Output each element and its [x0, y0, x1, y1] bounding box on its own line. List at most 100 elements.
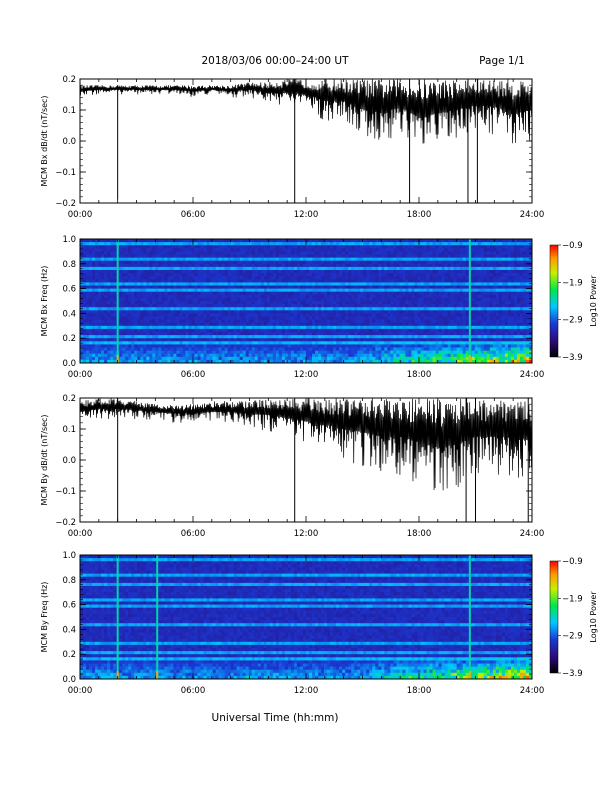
heat-cell [203, 291, 207, 296]
heat-cell [89, 266, 93, 271]
heat-cell [143, 251, 147, 255]
heat-cell [302, 328, 307, 333]
heat-cell [185, 276, 189, 280]
heat-cell [215, 288, 220, 293]
heat-cell [420, 245, 424, 249]
heat-cell [263, 347, 268, 351]
heat-cell [420, 338, 424, 342]
heat-cell [188, 291, 192, 296]
heat-cell [432, 266, 436, 271]
heat-cell [83, 347, 87, 351]
heat-cell [131, 270, 135, 274]
heat-cell [309, 350, 313, 355]
heat-cell [179, 276, 183, 280]
heat-cell [372, 288, 376, 293]
heat-cell [312, 288, 316, 293]
heat-cell [236, 313, 241, 317]
heat-cell [348, 341, 352, 345]
heat-cell [101, 294, 105, 299]
heat-cell [417, 353, 421, 358]
heat-cell [86, 322, 90, 327]
heat-cell [381, 266, 385, 271]
heat-cell [405, 359, 409, 364]
heat-cell [203, 242, 207, 246]
heat-cell [312, 260, 316, 265]
heat-cell [203, 276, 207, 280]
heat-cell [230, 335, 235, 339]
heat-cell [369, 353, 373, 358]
heat-cell [333, 239, 337, 243]
heat-cell [408, 260, 412, 265]
heat-cell [134, 260, 138, 265]
heat-cell [185, 328, 189, 333]
heat-cell [281, 260, 286, 265]
heat-cell [119, 322, 123, 327]
heat-cell [182, 276, 186, 280]
heat-cell [378, 294, 382, 299]
heat-cell [95, 260, 99, 265]
heat-cell [203, 273, 207, 277]
heat-cell [432, 239, 436, 243]
heat-cell [369, 266, 373, 271]
heat-cell [405, 254, 409, 258]
heat-cell [125, 242, 129, 246]
heat-cell [390, 276, 394, 280]
heat-cell [351, 282, 355, 286]
heat-cell [182, 301, 186, 305]
heat-cell [372, 239, 376, 243]
heat-cell [363, 285, 367, 289]
heat-cell [161, 353, 165, 358]
heat-cell [330, 353, 334, 358]
heat-cell [260, 344, 265, 348]
heat-cell [197, 266, 201, 271]
heat-cell [336, 319, 340, 324]
heat-cell [278, 332, 283, 336]
heat-cell [354, 332, 358, 336]
heat-cell [393, 282, 397, 286]
heat-cell [134, 248, 138, 252]
heat-cell [197, 310, 201, 314]
heat-cell [239, 248, 244, 252]
heat-cell [230, 273, 235, 277]
heat-cell [281, 242, 286, 246]
heat-cell [236, 353, 241, 358]
heat-cell [321, 288, 325, 293]
heat-cell [348, 285, 352, 289]
heat-cell [80, 304, 84, 308]
heat-cell [441, 307, 446, 311]
heat-cell [194, 297, 198, 302]
heat-cell [182, 350, 186, 355]
heat-cell [402, 328, 406, 333]
heat-cell [146, 260, 150, 265]
heat-cell [164, 248, 168, 252]
heat-cell [348, 304, 352, 308]
heat-cell [266, 328, 271, 333]
heat-cell [426, 260, 430, 265]
heat-cell [405, 294, 409, 299]
heat-cell [239, 260, 244, 265]
heat-cell [296, 332, 301, 336]
heat-cell [381, 279, 385, 283]
heat-cell [420, 242, 424, 246]
heat-cell [408, 316, 412, 320]
heat-cell [363, 325, 367, 330]
heat-cell [375, 257, 379, 262]
heat-cell [248, 332, 253, 336]
heat-cell [119, 328, 123, 333]
heat-cell [227, 307, 232, 311]
heat-cell [110, 282, 114, 286]
heat-cell [324, 341, 328, 345]
heat-cell [396, 285, 400, 289]
heat-cell [444, 270, 449, 274]
heat-cell [312, 276, 316, 280]
heat-cell [194, 322, 198, 327]
heat-cell [173, 325, 177, 330]
heat-cell [152, 254, 156, 258]
heat-cell [429, 344, 433, 348]
heat-cell [206, 291, 210, 296]
heat-cell [269, 344, 274, 348]
heat-cell [233, 266, 238, 271]
heat-cell [176, 359, 180, 364]
heat-cell [173, 294, 177, 299]
heat-cell [104, 266, 108, 271]
